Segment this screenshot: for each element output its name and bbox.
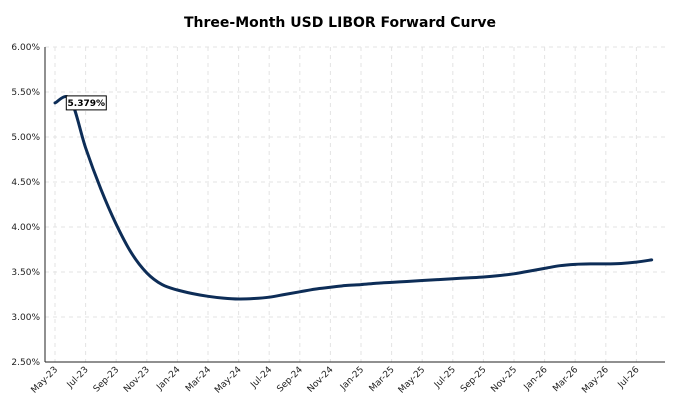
y-tick-label: 4.50% (11, 178, 40, 188)
y-axis-ticks: 2.50% 3.00% 3.50% 4.00% 4.50% 5.00% 5.50% 6.00% (11, 43, 40, 368)
x-tick-label: Jan-25 (338, 365, 366, 393)
x-tick-label: May-25 (397, 365, 428, 396)
x-tick-label: Jul-26 (616, 365, 642, 391)
series-line (53, 95, 654, 301)
grid (45, 46, 665, 362)
x-tick-label: Jul-25 (432, 365, 458, 391)
x-tick-label: Nov-25 (489, 365, 519, 395)
axes (44, 47, 665, 363)
x-tick-label: Sep-23 (92, 365, 121, 394)
x-tick-label: Nov-24 (306, 365, 336, 395)
x-tick-label: Mar-24 (184, 365, 213, 394)
x-tick-label: Jul-24 (248, 365, 274, 391)
annotation-layer: 5.379% (65, 95, 107, 111)
y-tick-label: 5.50% (11, 88, 40, 98)
x-tick-label: Sep-24 (275, 365, 305, 395)
y-tick-label: 3.00% (11, 313, 40, 323)
chart-title: Three-Month USD LIBOR Forward Curve (184, 15, 496, 31)
series-layer (53, 95, 654, 301)
x-tick-label: May-23 (30, 365, 61, 396)
x-tick-label: Jul-23 (65, 365, 91, 391)
annotation-box (65, 95, 107, 111)
y-tick-label: 5.00% (11, 133, 40, 143)
x-axis-ticks: May-23 Jul-23 Sep-23 Nov-23 Jan-24 Mar-24 May-… (30, 365, 642, 396)
x-tick-label: May-26 (580, 365, 611, 396)
x-tick-label: Jan-24 (155, 365, 183, 393)
x-tick-label: Mar-26 (551, 365, 580, 394)
y-tick-label: 2.50% (11, 358, 40, 368)
x-tick-label: Sep-25 (459, 365, 488, 394)
y-tick-label: 6.00% (11, 43, 40, 53)
x-tick-label: Jan-26 (522, 365, 550, 393)
annotation-label: 5.379% (68, 99, 106, 109)
y-tick-label: 3.50% (11, 268, 40, 278)
x-tick-label: May-24 (213, 365, 244, 396)
x-tick-label: Mar-25 (368, 365, 397, 394)
x-tick-label: Nov-23 (122, 365, 152, 395)
y-tick-label: 4.00% (11, 223, 40, 233)
